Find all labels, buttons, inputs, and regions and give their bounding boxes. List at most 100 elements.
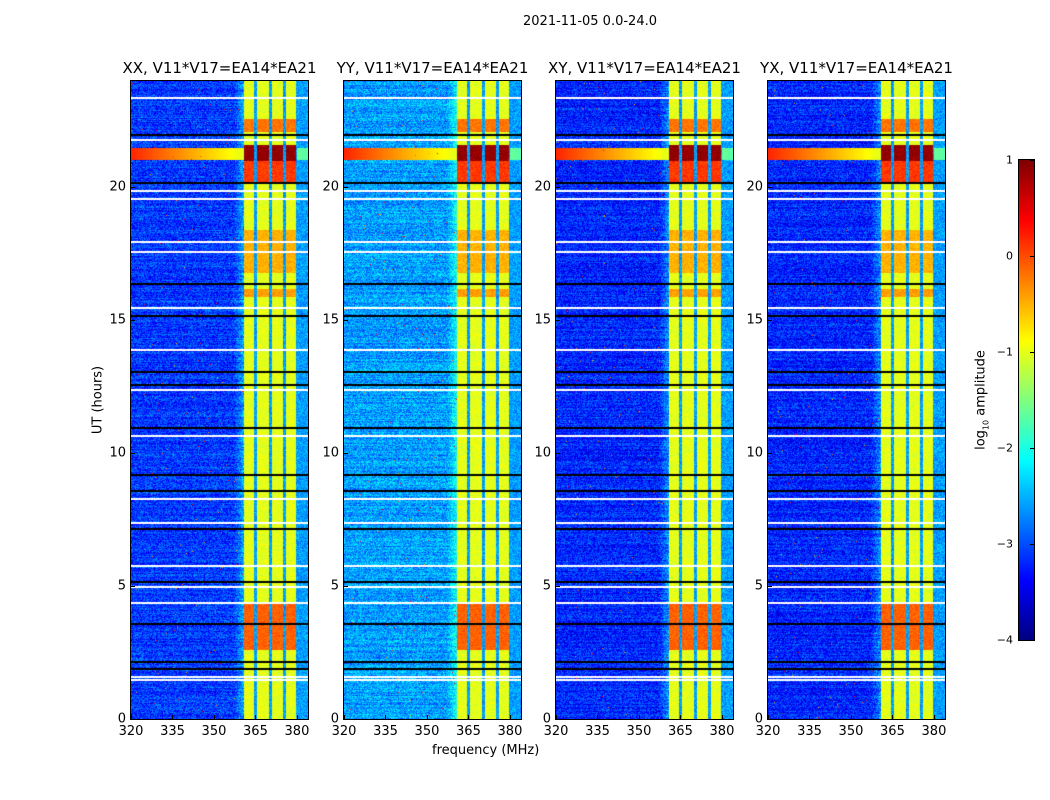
x-tick-label: 380 — [284, 724, 310, 739]
y-tick-mark — [768, 187, 772, 189]
x-tick-label: 320 — [755, 724, 781, 739]
y-tick-label: 5 — [754, 578, 763, 594]
y-tick-mark — [556, 719, 560, 720]
x-tick-mark — [892, 715, 894, 719]
colorbar-label-sub: 10 — [981, 419, 991, 431]
x-tick-mark — [255, 715, 257, 719]
colorbar-tick-mark — [1030, 352, 1034, 353]
colorbar-tick-label: −2 — [996, 441, 1013, 455]
y-tick-label: 15 — [109, 312, 126, 328]
x-tick-mark — [213, 715, 215, 719]
y-tick-mark — [768, 586, 772, 588]
y-tick-mark — [131, 586, 135, 588]
y-tick-mark — [344, 719, 348, 720]
x-tick-label: 365 — [243, 724, 268, 739]
y-tick-mark — [344, 187, 348, 189]
y-tick-mark — [344, 586, 348, 588]
panel-title-1: XX, V11*V17=EA14*EA21 — [122, 59, 317, 77]
x-tick-mark — [597, 715, 599, 719]
colorbar-tick-mark — [1030, 160, 1034, 161]
y-tick-label: 10 — [534, 445, 551, 461]
x-tick-mark — [468, 715, 470, 719]
panel-title-3: XY, V11*V17=EA14*EA21 — [548, 59, 741, 77]
x-tick-label: 350 — [201, 724, 227, 739]
y-tick-label: 20 — [746, 179, 763, 195]
colorbar-tick-label: −1 — [996, 345, 1013, 359]
colorbar-tick-mark — [1030, 544, 1034, 545]
y-tick-mark — [768, 453, 772, 455]
colorbar-tick-mark — [1030, 640, 1034, 641]
x-tick-label: 380 — [497, 724, 523, 739]
x-tick-label: 335 — [373, 724, 398, 739]
y-tick-label: 10 — [746, 445, 763, 461]
x-tick-mark — [556, 715, 557, 719]
y-tick-label: 0 — [542, 711, 551, 727]
y-tick-mark — [556, 586, 560, 588]
y-tick-mark — [344, 453, 348, 455]
x-tick-mark — [172, 715, 174, 719]
colorbar — [1018, 159, 1035, 641]
y-tick-label: 20 — [109, 179, 126, 195]
y-tick-mark — [131, 320, 135, 322]
x-tick-label: 365 — [880, 724, 905, 739]
colorbar-tick-mark — [1030, 448, 1034, 449]
y-tick-label: 0 — [754, 711, 763, 727]
heatmap-panel-4 — [767, 80, 946, 720]
y-tick-mark — [344, 320, 348, 322]
x-tick-mark — [344, 715, 345, 719]
colorbar-tick-label: 1 — [1006, 153, 1013, 167]
x-tick-mark — [638, 715, 640, 719]
colorbar-label-suffix: amplitude — [973, 350, 989, 420]
y-tick-label: 10 — [322, 445, 339, 461]
y-axis-label: UT (hours) — [90, 365, 106, 435]
y-tick-label: 15 — [322, 312, 339, 328]
y-tick-label: 10 — [109, 445, 126, 461]
y-tick-label: 15 — [534, 312, 551, 328]
y-tick-label: 5 — [117, 578, 126, 594]
colorbar-tick-label: −3 — [996, 537, 1013, 551]
x-tick-mark — [385, 715, 387, 719]
x-tick-label: 320 — [331, 724, 357, 739]
x-tick-label: 365 — [456, 724, 481, 739]
y-tick-label: 15 — [746, 312, 763, 328]
x-tick-label: 335 — [160, 724, 185, 739]
panel-title-4: YX, V11*V17=EA14*EA21 — [760, 59, 953, 77]
x-tick-mark — [426, 715, 428, 719]
heatmap-panel-2 — [343, 80, 522, 720]
x-tick-mark — [809, 715, 811, 719]
y-tick-mark — [131, 187, 135, 189]
colorbar-tick-label: −4 — [996, 633, 1013, 647]
y-tick-label: 5 — [542, 578, 551, 594]
x-tick-mark — [131, 715, 132, 719]
colorbar-label: log10 amplitude — [974, 350, 991, 450]
x-tick-mark — [509, 715, 511, 719]
x-tick-label: 335 — [585, 724, 610, 739]
heatmap-panel-3 — [555, 80, 734, 720]
x-tick-mark — [680, 715, 682, 719]
x-tick-label: 380 — [921, 724, 947, 739]
colorbar-tick-mark — [1030, 256, 1034, 257]
x-axis-label: frequency (MHz) — [432, 743, 540, 758]
y-tick-mark — [131, 453, 135, 455]
x-tick-label: 335 — [797, 724, 822, 739]
x-tick-label: 320 — [543, 724, 569, 739]
y-tick-label: 20 — [322, 179, 339, 195]
y-tick-mark — [131, 719, 135, 720]
y-tick-mark — [556, 187, 560, 189]
colorbar-label-prefix: log — [973, 430, 989, 450]
x-tick-mark — [850, 715, 852, 719]
y-tick-mark — [556, 320, 560, 322]
y-tick-label: 20 — [534, 179, 551, 195]
x-tick-label: 380 — [709, 724, 735, 739]
figure-title: 2021-11-05 0.0-24.0 — [523, 14, 657, 29]
x-tick-mark — [721, 715, 723, 719]
heatmap-panel-1 — [130, 80, 309, 720]
y-tick-mark — [768, 320, 772, 322]
y-tick-mark — [556, 453, 560, 455]
x-tick-label: 350 — [626, 724, 652, 739]
x-tick-mark — [933, 715, 935, 719]
x-tick-mark — [768, 715, 769, 719]
x-tick-label: 365 — [668, 724, 693, 739]
x-tick-mark — [296, 715, 298, 719]
